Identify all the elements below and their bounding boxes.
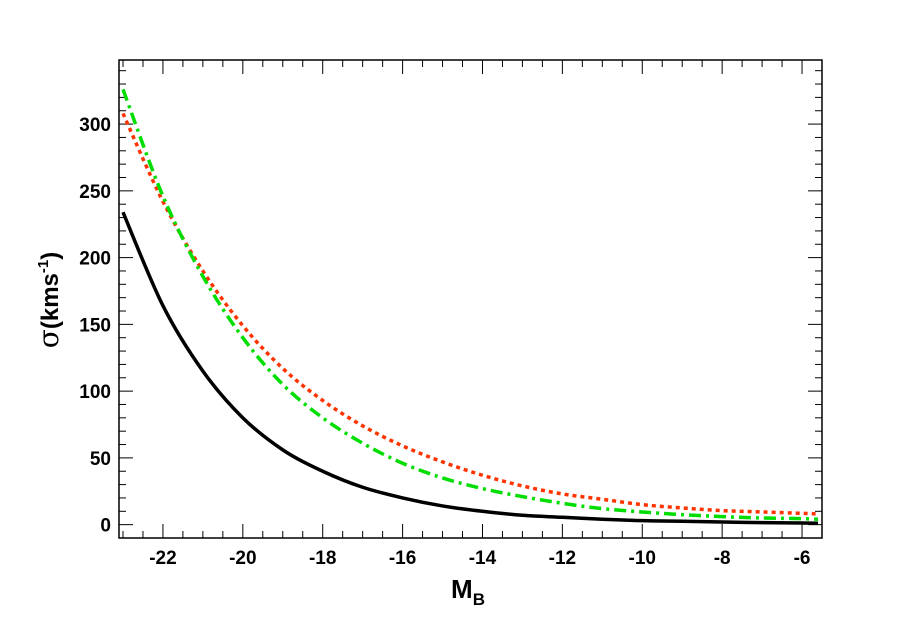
tick-labels: 0 50 100 150 200 250 300 -22 -20 -18 -16 -14 -12 -10 -… [79,115,810,569]
y-tick-label: 250 [79,182,111,203]
x-axis-title-sub: B [473,590,485,609]
x-tick-label: -22 [149,548,176,569]
series-layer [121,88,819,526]
y-tick-label: 300 [79,115,111,136]
series-line-3 [121,88,819,522]
series-line-1 [121,211,819,526]
y-axis-title: σ(kms-1) [32,252,65,349]
y-axis-title-sup: -1 [35,260,52,273]
x-axis-title-main: M [451,574,473,604]
y-axis-title-close: ) [37,252,64,260]
x-tick-label: -12 [549,548,576,569]
y-tick-label: 200 [79,249,111,270]
y-tick-label: 0 [100,516,111,537]
x-tick-label: -16 [389,548,416,569]
plot-frame [118,59,823,539]
x-tick-label: -20 [229,548,256,569]
x-tick-label: -8 [714,548,731,569]
series-line-2 [121,112,819,516]
x-tick-label: -18 [309,548,336,569]
x-tick-label: -10 [629,548,656,569]
x-axis-title: MB [451,574,485,609]
axis-ticks [119,60,823,539]
y-tick-label: 50 [90,449,111,470]
x-tick-label: -14 [469,548,497,569]
y-tick-label: 150 [79,315,111,336]
y-axis-title-sigma: σ [32,329,65,348]
y-axis-title-main: (kms [37,273,64,329]
x-tick-label: -6 [794,548,811,569]
y-tick-label: 100 [79,382,111,403]
